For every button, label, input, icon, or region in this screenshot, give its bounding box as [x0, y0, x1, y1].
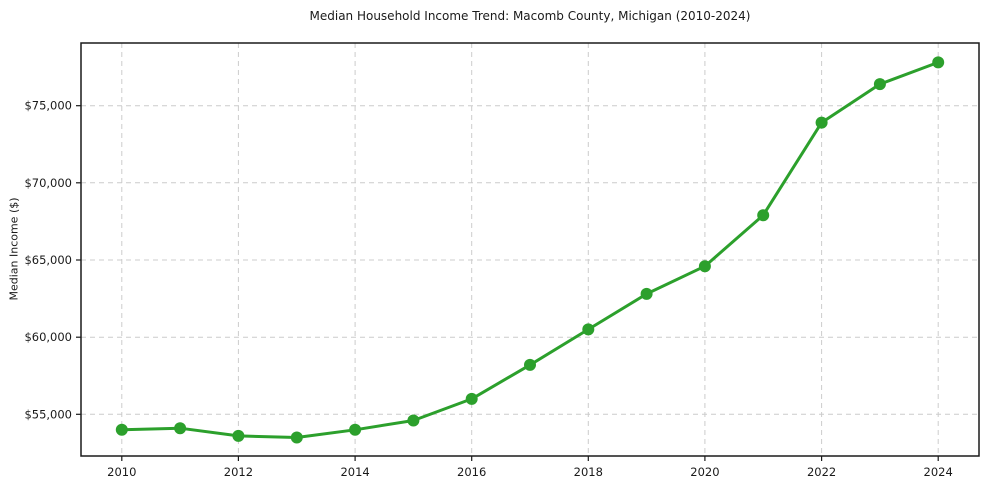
data-point-2016	[465, 392, 478, 405]
data-point-2018	[582, 323, 595, 336]
y-tick-label: $75,000	[24, 99, 72, 113]
data-point-2011	[174, 422, 187, 435]
data-point-2021	[757, 209, 770, 222]
x-tick-label: 2016	[457, 465, 486, 479]
data-point-2012	[232, 429, 245, 442]
data-point-2010	[115, 423, 128, 436]
y-tick-label: $60,000	[24, 330, 72, 344]
x-tick-label: 2020	[690, 465, 719, 479]
x-tick-label: 2018	[574, 465, 603, 479]
x-tick-label: 2014	[340, 465, 369, 479]
x-tick-label: 2022	[807, 465, 836, 479]
data-point-2013	[290, 431, 303, 444]
y-tick-label: $70,000	[24, 176, 72, 190]
x-tick-label: 2010	[107, 465, 136, 479]
data-point-2017	[524, 358, 536, 371]
data-point-2023	[873, 78, 886, 91]
chart-title: Median Household Income Trend: Macomb Co…	[309, 9, 751, 23]
data-point-2019	[640, 287, 653, 300]
plot-border	[80, 42, 980, 457]
x-tick-label: 2024	[924, 465, 953, 479]
data-point-2014	[349, 423, 362, 436]
data-point-2020	[698, 260, 711, 273]
data-point-2015	[407, 414, 420, 427]
data-point-2022	[815, 116, 828, 129]
data-point-2024	[932, 56, 945, 69]
x-tick-label: 2012	[224, 465, 253, 479]
y-tick-label: $55,000	[24, 407, 72, 421]
y-tick-label: $65,000	[24, 253, 72, 267]
trend-line	[120, 60, 940, 439]
